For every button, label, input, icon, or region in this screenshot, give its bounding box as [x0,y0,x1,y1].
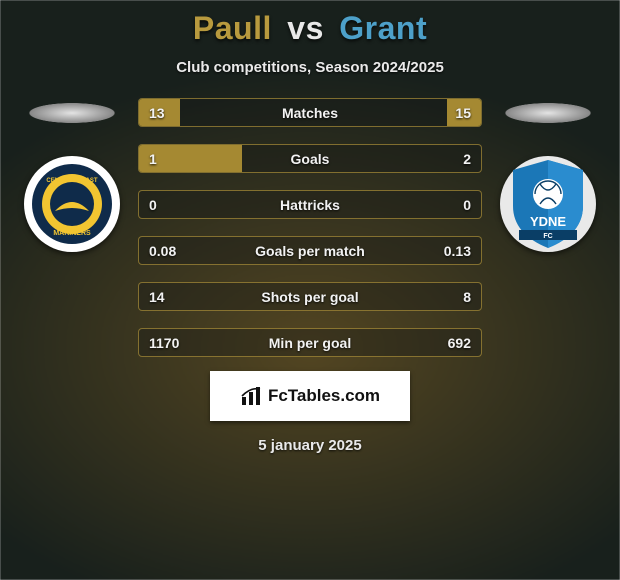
stat-value-left: 1 [149,145,157,172]
stat-value-right: 8 [463,283,471,310]
stat-bars: 1315Matches12Goals00Hattricks0.080.13Goa… [138,98,482,357]
stat-value-right: 2 [463,145,471,172]
branding-badge: FcTables.com [210,371,410,421]
stat-label: Matches [139,99,481,126]
stat-row: 14 8Shots per goal [138,282,482,311]
stat-row: 1170 692Min per goal [138,328,482,357]
player1-photo-placeholder [18,98,126,128]
stat-row: 0.08 0.13Goals per match [138,236,482,265]
left-side: CENTRAL COAST MARINERS [18,98,126,252]
player2-photo-placeholder [494,98,602,128]
stat-row: 0 0Hattricks [138,190,482,219]
stat-value-right: 0.13 [444,237,471,264]
page-title: Paull vs Grant [193,10,427,47]
stat-label: Goals per match [139,237,481,264]
stat-value-left: 0 [149,191,157,218]
vs-text: vs [287,10,324,46]
fctables-logo-icon [240,385,262,407]
player2-club-badge: YDNE FC [500,156,596,252]
stat-row: 12Goals [138,144,482,173]
stat-label: Hattricks [139,191,481,218]
stat-value-left: 14 [149,283,165,310]
main-row: CENTRAL COAST MARINERS 13 15Matches 1 2 Goal… [0,98,620,357]
mariners-crest-icon: CENTRAL COAST MARINERS [31,163,113,245]
stat-value-right: 15 [455,99,471,126]
stat-value-left: 13 [149,99,165,126]
stat-label: Min per goal [139,329,481,356]
player2-name: Grant [339,10,427,46]
stat-label: Shots per goal [139,283,481,310]
svg-text:YDNE: YDNE [530,214,566,229]
stat-value-right: 692 [448,329,471,356]
svg-text:MARINERS: MARINERS [53,230,91,237]
stat-value-left: 1170 [149,329,179,356]
stat-row: 13 15Matches [138,98,482,127]
comparison-card: Paull vs Grant Club competitions, Season… [0,0,620,580]
player1-name: Paull [193,10,272,46]
stat-value-right: 0 [463,191,471,218]
svg-text:CENTRAL COAST: CENTRAL COAST [46,178,98,184]
right-side: YDNE FC [494,98,602,252]
sydney-fc-crest-icon: YDNE FC [505,156,591,252]
branding-text: FcTables.com [268,386,380,406]
stat-value-left: 0.08 [149,237,176,264]
date-text: 5 january 2025 [258,437,361,454]
subtitle: Club competitions, Season 2024/2025 [176,59,444,76]
player1-club-badge: CENTRAL COAST MARINERS [24,156,120,252]
svg-text:FC: FC [543,233,552,240]
